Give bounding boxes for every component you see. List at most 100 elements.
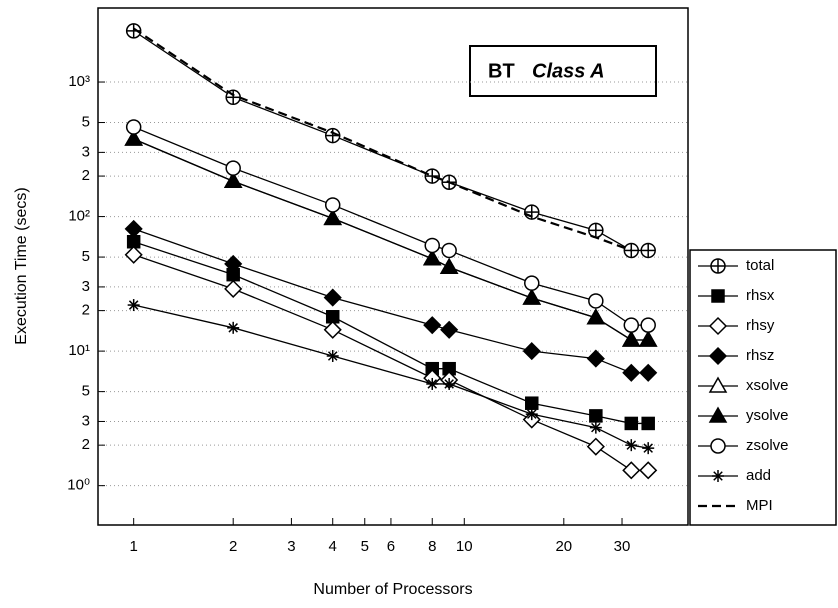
marker-shape	[591, 422, 601, 433]
data-point	[622, 461, 641, 480]
marker-shape	[224, 254, 243, 273]
data-point	[639, 363, 658, 382]
marker-shape	[440, 320, 459, 339]
marker-shape	[444, 379, 454, 389]
marker-shape	[708, 316, 728, 336]
y-tick-label: 10²	[68, 208, 90, 225]
data-point	[621, 330, 641, 347]
plot-frame	[97, 7, 689, 526]
marker-shape	[228, 323, 238, 333]
data-point	[622, 363, 641, 382]
data-point	[441, 242, 457, 259]
marker-shape	[124, 129, 143, 146]
marker-shape	[586, 437, 605, 456]
marker-shape	[624, 416, 639, 431]
marker-shape	[626, 440, 637, 450]
legend-label: rhsx	[746, 287, 775, 304]
legend-label: zsolve	[746, 437, 789, 454]
marker-shape	[641, 416, 655, 431]
y-tick-label: 10¹	[68, 342, 90, 359]
data-point	[522, 288, 542, 305]
data-point	[423, 316, 442, 335]
y-tick-label: 2	[82, 167, 90, 184]
y-tick-label: 3	[82, 412, 90, 429]
data-point	[224, 279, 243, 298]
marker-shape	[439, 257, 459, 275]
y-tick-label: 3	[82, 143, 90, 160]
data-point	[124, 219, 143, 238]
marker-shape	[713, 471, 723, 481]
legend-marker	[708, 316, 728, 336]
data-point	[324, 197, 341, 213]
marker-shape	[323, 208, 343, 226]
data-point	[639, 461, 658, 480]
marker-shape	[522, 288, 542, 305]
data-point	[424, 168, 440, 184]
data-point	[623, 317, 640, 333]
data-point	[424, 237, 440, 254]
marker-shape	[708, 406, 728, 423]
legend-marker	[711, 289, 725, 303]
data-point	[426, 377, 439, 390]
data-point	[227, 321, 240, 334]
data-point	[440, 320, 459, 339]
marker-shape	[423, 316, 442, 335]
data-point	[223, 171, 243, 189]
data-point	[323, 288, 342, 307]
marker-shape	[524, 275, 540, 291]
marker-shape	[708, 376, 728, 393]
marker-shape	[223, 171, 243, 189]
series-line	[133, 304, 649, 449]
marker-shape	[711, 289, 725, 303]
data-point	[326, 349, 339, 362]
y-tick-label: 5	[82, 383, 90, 400]
marker-shape	[640, 317, 656, 333]
marker-shape	[225, 160, 241, 176]
y-tick-label: 3	[82, 278, 90, 295]
chart-subtitle: Class A	[532, 60, 605, 82]
y-tick-label: 10³	[68, 73, 90, 90]
marker-shape	[638, 330, 658, 347]
data-point	[225, 160, 241, 176]
legend-label: add	[746, 467, 771, 484]
data-point	[642, 442, 655, 455]
marker-shape	[588, 293, 604, 309]
data-point	[439, 257, 459, 275]
chart-title: BT	[488, 60, 515, 82]
x-tick-label: 4	[329, 538, 337, 555]
data-point	[640, 317, 656, 333]
data-point	[224, 254, 243, 273]
y-axis-label: Execution Time (secs)	[13, 187, 30, 344]
data-point	[641, 416, 655, 431]
marker-shape	[422, 249, 442, 266]
data-point	[638, 330, 658, 347]
data-point	[640, 242, 656, 259]
x-tick-label: 2	[229, 538, 237, 555]
marker-shape	[124, 219, 143, 238]
legend-marker	[710, 258, 726, 274]
marker-shape	[224, 279, 243, 298]
data-point	[422, 249, 442, 266]
marker-shape	[327, 351, 338, 361]
y-tick-label: 2	[82, 302, 90, 319]
data-point	[625, 439, 638, 452]
legend-label: MPI	[746, 497, 773, 514]
legend-marker	[708, 346, 728, 366]
series-line	[133, 138, 649, 341]
legend-marker	[708, 376, 728, 393]
marker-shape	[525, 396, 539, 410]
title-box	[469, 45, 657, 97]
marker-shape	[324, 197, 341, 213]
marker-shape	[589, 409, 603, 423]
marker-shape	[323, 288, 342, 307]
data-point	[525, 408, 538, 421]
x-tick-label: 20	[555, 538, 572, 555]
legend-label: total	[746, 257, 774, 274]
legend-marker	[712, 470, 724, 482]
x-tick-label: 8	[428, 538, 436, 555]
data-point	[127, 299, 140, 312]
y-tick-label: 5	[82, 248, 90, 265]
data-point	[524, 275, 540, 291]
marker-shape	[424, 237, 440, 254]
legend-marker	[708, 406, 728, 423]
